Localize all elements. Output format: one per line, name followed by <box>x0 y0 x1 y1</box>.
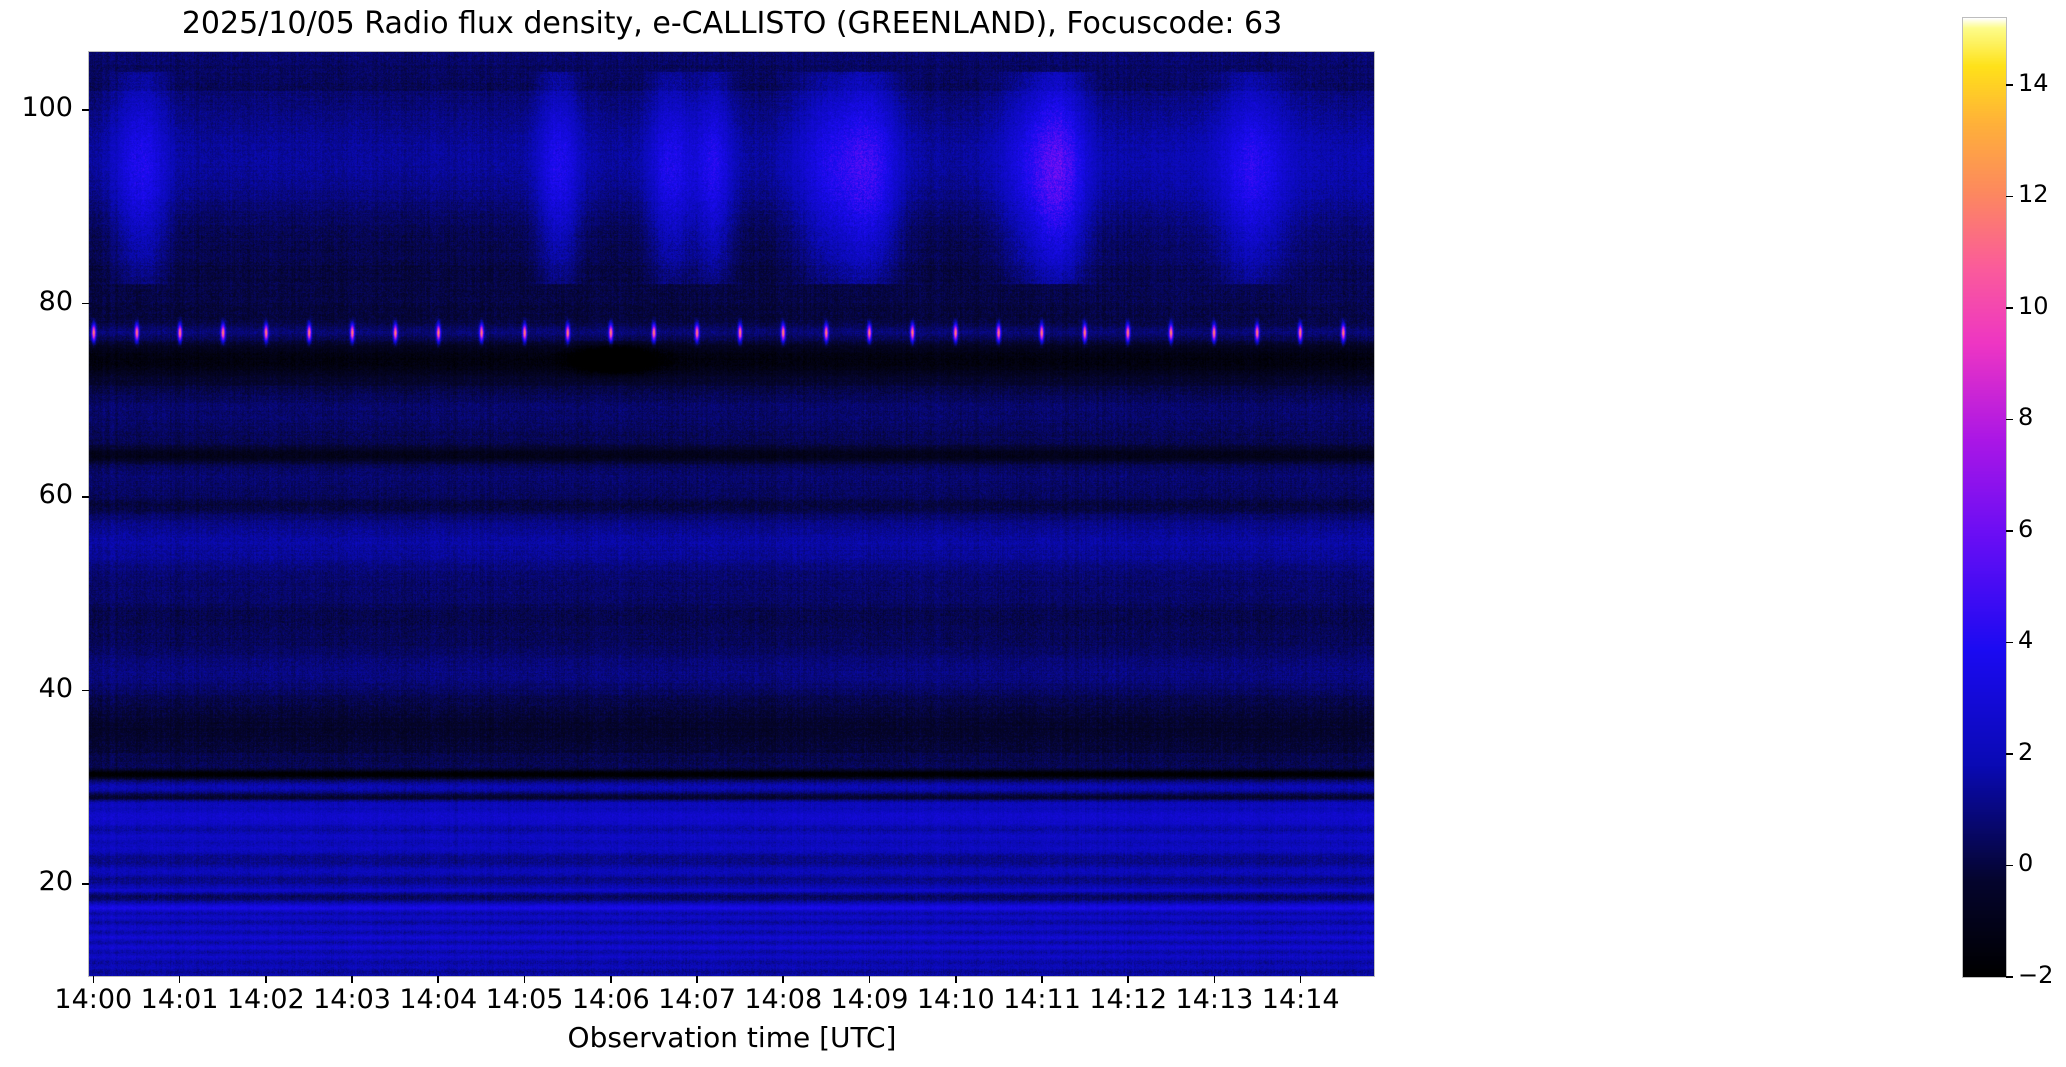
x-axis-tick-label: 14:02 <box>226 984 305 1015</box>
x-axis-tick-mark <box>178 976 181 983</box>
x-axis-tick-label: 14:05 <box>485 984 564 1015</box>
x-axis-tick-mark <box>954 976 957 983</box>
colorbar-tick-mark <box>2006 976 2013 978</box>
x-axis-tick-mark <box>868 976 871 983</box>
colorbar-tick-mark <box>2006 641 2013 644</box>
colorbar-tick-mark <box>2006 864 2013 867</box>
colorbar-tick-mark <box>2006 530 2013 532</box>
x-axis-tick-label: 14:08 <box>744 984 823 1015</box>
y-axis-tick-label: 40 <box>38 672 73 704</box>
x-axis-tick-mark <box>696 976 698 983</box>
colorbar-tick-label: 12 <box>2018 180 2049 209</box>
x-axis-tick-label: 14:03 <box>313 984 391 1015</box>
x-axis-tick-label: 14:10 <box>916 984 995 1015</box>
x-axis-tick-label: 14:01 <box>140 984 219 1015</box>
x-axis-tick-label: 14:09 <box>830 984 909 1015</box>
y-axis-tick-label: 80 <box>38 285 73 317</box>
colorbar-tick-mark <box>2006 84 2013 86</box>
x-axis-tick-mark <box>1213 976 1216 983</box>
x-axis-tick-mark <box>351 976 353 983</box>
colorbar-tick-label: 14 <box>2018 68 2049 97</box>
x-axis-tick-mark <box>1299 976 1302 983</box>
colorbar-tick-label: 8 <box>2018 403 2034 432</box>
x-axis-tick-mark <box>1127 976 1129 983</box>
x-axis-tick-mark <box>437 976 440 983</box>
x-axis-tick-label: 14:14 <box>1261 984 1340 1015</box>
colorbar-gradient <box>1963 18 2006 977</box>
y-axis-tick-mark <box>82 109 89 111</box>
colorbar-tick-label: 2 <box>2018 737 2034 766</box>
x-axis-tick-mark <box>1041 976 1043 983</box>
figure-title: 2025/10/05 Radio flux density, e-CALLIST… <box>181 6 1283 41</box>
spectrogram-plot-area[interactable] <box>89 52 1374 976</box>
x-axis-tick-mark <box>782 976 785 983</box>
colorbar-tick-label: 0 <box>2018 849 2034 878</box>
colorbar-tick-mark <box>2006 418 2013 421</box>
y-axis-tick-label: 60 <box>38 479 73 511</box>
x-axis-tick-mark <box>92 976 95 983</box>
x-axis-tick-mark <box>523 976 526 983</box>
colorbar <box>1963 18 2006 977</box>
x-axis-tick-mark <box>264 976 267 983</box>
colorbar-tick-mark <box>2006 753 2013 755</box>
x-axis-tick-label: 14:07 <box>658 984 736 1015</box>
x-axis-tick-mark <box>609 976 612 983</box>
y-axis-tick-label: 20 <box>38 866 73 898</box>
y-axis-tick-mark <box>82 496 89 498</box>
colorbar-tick-label: 6 <box>2018 514 2034 543</box>
colorbar-tick-mark <box>2006 195 2013 198</box>
y-axis-tick-mark <box>82 883 89 885</box>
x-axis-tick-label: 14:13 <box>1175 984 1254 1015</box>
x-axis-label: Observation time [UTC] <box>567 1021 897 1054</box>
colorbar-tick-label: 10 <box>2018 291 2049 320</box>
y-axis-tick-label: 100 <box>21 92 73 124</box>
x-axis-tick-label: 14:06 <box>571 984 650 1015</box>
x-axis-tick-label: 14:04 <box>399 984 478 1015</box>
x-axis-tick-label: 14:11 <box>1003 984 1081 1015</box>
y-axis-tick-mark <box>82 689 89 692</box>
colorbar-tick-mark <box>2006 307 2013 309</box>
colorbar-tick-label: −2 <box>2018 961 2054 989</box>
x-axis-tick-label: 14:00 <box>54 984 133 1015</box>
colorbar-tick-label: 4 <box>2018 626 2034 655</box>
x-axis-tick-label: 14:12 <box>1089 984 1168 1015</box>
y-axis-tick-mark <box>82 302 89 305</box>
spectrogram-canvas <box>89 52 1374 976</box>
